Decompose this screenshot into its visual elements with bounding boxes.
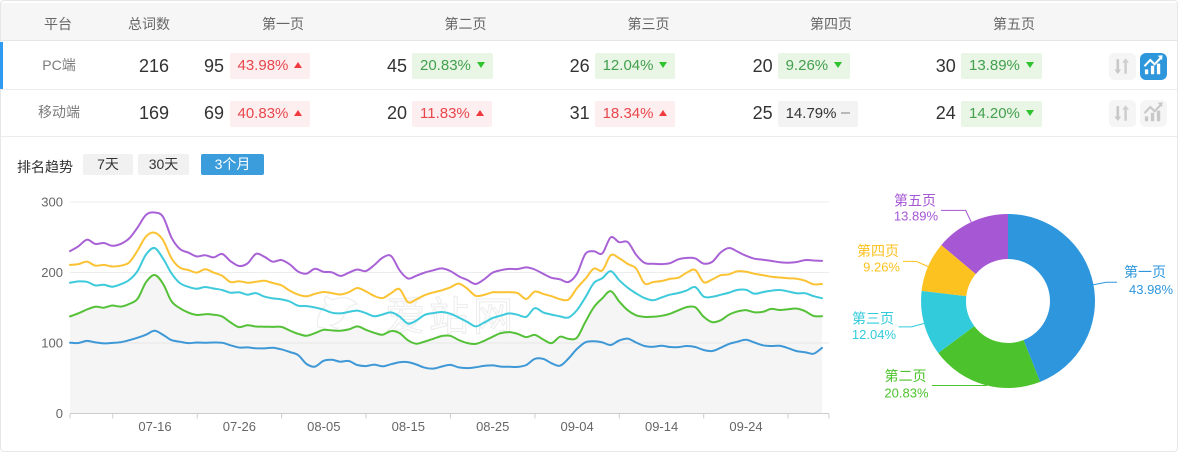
svg-text:9.26%: 9.26% <box>863 260 900 275</box>
svg-text:07-16: 07-16 <box>138 419 171 434</box>
svg-text:43.98%: 43.98% <box>1129 282 1174 297</box>
svg-text:300: 300 <box>41 195 63 210</box>
svg-text:100: 100 <box>41 336 63 351</box>
svg-text:第三页: 第三页 <box>852 311 894 327</box>
svg-text:爱站网: 爱站网 <box>385 295 517 339</box>
svg-text:09-14: 09-14 <box>645 419 678 434</box>
svg-text:13.89%: 13.89% <box>894 209 939 224</box>
svg-text:第一页: 第一页 <box>1124 264 1166 280</box>
svg-text:第二页: 第二页 <box>885 368 927 384</box>
svg-text:08-15: 08-15 <box>392 419 425 434</box>
svg-text:09-24: 09-24 <box>729 419 762 434</box>
svg-text:200: 200 <box>41 265 63 280</box>
svg-text:0: 0 <box>56 406 63 421</box>
svg-text:08-05: 08-05 <box>307 419 340 434</box>
svg-text:07-26: 07-26 <box>223 419 256 434</box>
svg-text:09-04: 09-04 <box>560 419 593 434</box>
svg-text:第五页: 第五页 <box>894 193 936 209</box>
svg-text:第四页: 第四页 <box>857 243 899 259</box>
svg-text:12.04%: 12.04% <box>852 327 897 342</box>
svg-text:08-25: 08-25 <box>476 419 509 434</box>
svg-text:20.83%: 20.83% <box>884 386 929 401</box>
